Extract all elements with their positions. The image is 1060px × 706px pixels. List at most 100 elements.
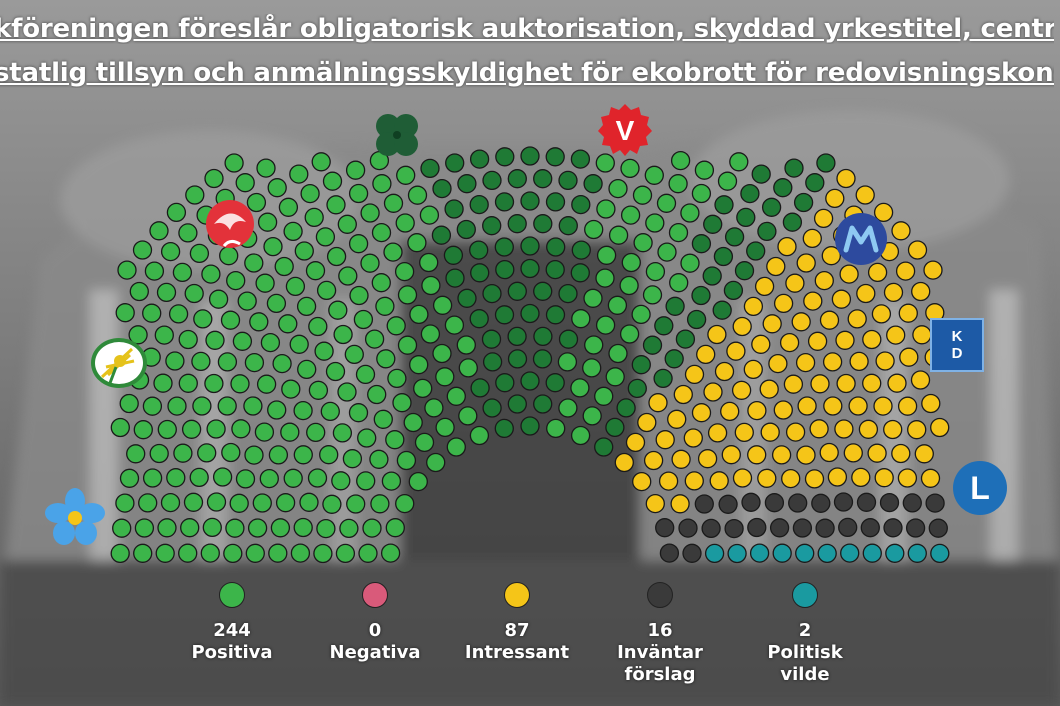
seat-dot: [596, 245, 617, 265]
seat-dot: [637, 412, 657, 433]
seat-dot: [670, 150, 691, 171]
legend-label: Politisk vilde: [767, 642, 843, 685]
seat-dot: [444, 199, 464, 219]
legend-dot-intressant: [504, 582, 530, 608]
seat-dot: [862, 329, 882, 350]
seat-dot: [180, 518, 200, 538]
seat-dot: [760, 422, 780, 442]
seat-dot: [470, 263, 490, 283]
seat-dot: [335, 543, 356, 564]
seat-dot: [805, 173, 825, 193]
seat-dot: [383, 193, 404, 213]
seat-dot: [204, 373, 224, 394]
seat-dot: [408, 471, 428, 492]
legend-count: 244: [213, 620, 251, 641]
seat-dot: [691, 403, 712, 423]
seat-dot: [546, 418, 566, 439]
seat-dot: [319, 445, 339, 465]
seat-dot: [680, 203, 700, 223]
seat-dot: [469, 309, 489, 329]
seat-dot: [796, 445, 816, 465]
seat-dot: [246, 192, 267, 213]
seat-dot: [583, 174, 603, 194]
seat-dot: [202, 517, 222, 538]
seat-dot: [855, 185, 875, 205]
seat-dot: [811, 493, 831, 513]
seat-dot: [747, 445, 767, 465]
seat-dot: [142, 468, 163, 488]
seat-dot: [495, 373, 515, 393]
seat-dot: [356, 471, 376, 491]
seat-dot: [260, 332, 281, 353]
seat-dot: [773, 293, 794, 314]
legend-dot-negativa: [362, 582, 388, 608]
seat-dot: [507, 326, 527, 347]
seat-dot: [734, 261, 755, 281]
seat-dot: [157, 419, 177, 440]
seat-dot: [887, 373, 907, 393]
moderaterna-logo-icon: [835, 213, 887, 265]
legend-label: Positiva: [191, 642, 273, 663]
seat-dot: [718, 494, 738, 514]
seat-dot: [495, 259, 515, 280]
seat-dot: [595, 153, 615, 173]
seat-dot: [743, 359, 763, 380]
seat-dot: [173, 443, 193, 463]
seat-dot: [656, 193, 677, 213]
seat-dot: [784, 158, 804, 178]
seat-dot: [813, 208, 834, 229]
seat-dot: [815, 518, 835, 538]
seat-dot: [166, 202, 187, 223]
kd-letter-k: K: [951, 328, 963, 345]
seat-dot: [314, 341, 334, 361]
seat-dot: [178, 223, 198, 243]
seat-dot: [905, 518, 926, 538]
seat-dot: [686, 309, 707, 330]
seat-dot: [608, 225, 629, 245]
seat-dot: [110, 417, 130, 438]
seat-dot: [263, 236, 283, 257]
seat-dot: [769, 518, 790, 538]
seat-dot: [631, 304, 651, 325]
seat-dot: [119, 393, 139, 414]
seat-dot: [804, 469, 825, 489]
seat-dot: [838, 517, 858, 538]
seat-dot: [299, 492, 319, 512]
clover-icon: [376, 114, 418, 156]
seat-dot: [843, 443, 863, 463]
seat-dot: [648, 393, 668, 413]
seat-dot: [595, 268, 615, 288]
seat-dot: [714, 195, 734, 215]
seat-dot: [682, 543, 702, 563]
seat-dot: [367, 384, 387, 405]
seat-dot: [907, 240, 928, 260]
seat-dot: [181, 419, 202, 439]
blue-flower-icon: [45, 488, 105, 545]
seat-dot: [757, 468, 777, 488]
seat-dot: [283, 221, 303, 242]
seat-dot: [371, 222, 392, 243]
seat-dot: [407, 233, 427, 253]
seat-dot: [668, 174, 688, 194]
seat-dot: [570, 378, 590, 398]
seat-dot: [212, 467, 233, 487]
legend-intressant: 87 Intressant: [447, 580, 587, 664]
legend-dot-vilde: [792, 582, 818, 608]
seat-dot: [557, 352, 578, 372]
legend-invantar-forslag: 16 Inväntar förslag: [590, 580, 730, 686]
seat-dot: [232, 331, 253, 351]
seat-dot: [342, 449, 363, 469]
seat-dot: [235, 173, 255, 193]
seat-dot: [349, 285, 369, 306]
seat-dot: [667, 409, 687, 429]
seat-dot: [469, 240, 489, 260]
seat-dot: [782, 212, 803, 232]
seat-dot: [643, 450, 664, 471]
seat-dot: [306, 422, 326, 443]
legend-dot-invantar: [647, 582, 673, 608]
seat-dot: [620, 205, 641, 225]
seat-dot: [249, 312, 269, 332]
seat-dot: [723, 280, 744, 301]
seat-dot: [533, 169, 553, 189]
seat-dot: [507, 394, 527, 414]
